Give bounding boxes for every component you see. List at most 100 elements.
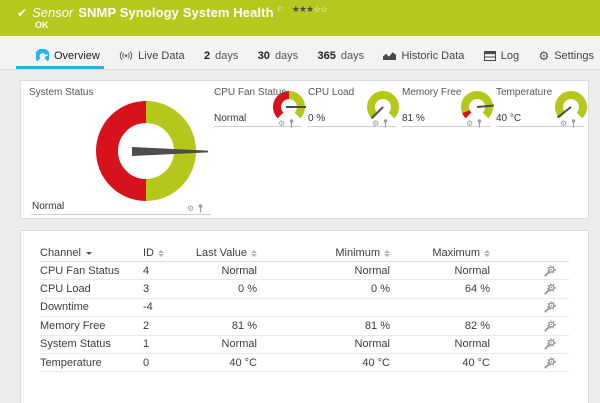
star-icon[interactable]: ★ bbox=[298, 4, 307, 14]
channels-table-header: Channel ID Last Value Minimum Maximum bbox=[40, 245, 569, 262]
sensor-tab-bar: Overview Live Data 2 days 30 days 365 bbox=[0, 36, 600, 70]
edit-channel-icon[interactable] bbox=[544, 320, 556, 332]
column-header-channel[interactable]: Channel bbox=[40, 247, 143, 259]
tab-log[interactable]: Log bbox=[483, 42, 519, 69]
sort-desc-icon bbox=[85, 251, 92, 255]
pin-icon[interactable] bbox=[383, 119, 388, 128]
channel-id: 3 bbox=[143, 283, 150, 296]
edit-channel-icon[interactable] bbox=[544, 283, 556, 295]
edit-channel-icon[interactable] bbox=[544, 338, 556, 350]
sort-icon bbox=[384, 249, 390, 257]
gear-icon[interactable]: ⚙ bbox=[278, 118, 286, 128]
gauge-value-cpu-load: 0 % bbox=[308, 113, 326, 124]
flag-icon[interactable]: ⚐ bbox=[276, 5, 284, 14]
channel-last-value: 40 °C bbox=[229, 356, 257, 369]
channel-maximum: 64 % bbox=[464, 283, 490, 296]
gauge-value-memory-free: 81 % bbox=[402, 113, 425, 124]
tab-30-days[interactable]: 30 days bbox=[257, 49, 299, 62]
channel-id: 0 bbox=[143, 356, 150, 369]
channel-maximum: 40 °C bbox=[462, 356, 490, 369]
edit-channel-icon[interactable] bbox=[544, 301, 556, 313]
channel-id: 4 bbox=[143, 264, 150, 277]
gauge-actions-cpu-load: ⚙ bbox=[372, 119, 388, 128]
channel-last-value: 81 % bbox=[231, 319, 257, 332]
star-icon[interactable]: ★ bbox=[291, 4, 300, 14]
sort-icon bbox=[158, 249, 164, 257]
gear-icon[interactable]: ⚙ bbox=[466, 118, 474, 128]
channel-name: Memory Free bbox=[40, 319, 106, 332]
channel-row: Memory Free 2 81 % 81 % 82 % bbox=[40, 317, 569, 336]
star-icon[interactable]: ☆ bbox=[313, 4, 321, 14]
gauge-icon bbox=[36, 49, 49, 62]
divider bbox=[308, 126, 396, 127]
column-header-maximum[interactable]: Maximum bbox=[390, 247, 490, 259]
pin-icon[interactable] bbox=[198, 204, 203, 213]
gauge-title-cpu-load: CPU Load bbox=[308, 87, 355, 98]
gear-icon[interactable]: ⚙ bbox=[560, 118, 568, 128]
channel-row: Temperature 0 40 °C 40 °C 40 °C bbox=[40, 354, 569, 373]
channel-row: Downtime -4 bbox=[40, 299, 569, 318]
edit-channel-icon[interactable] bbox=[544, 265, 556, 277]
column-header-last-value[interactable]: Last Value bbox=[190, 247, 257, 259]
channel-maximum: Normal bbox=[454, 264, 490, 277]
tab-settings[interactable]: ⚙ Settings bbox=[538, 48, 594, 63]
column-header-id[interactable]: ID bbox=[143, 247, 190, 259]
gear-icon: ⚙ bbox=[538, 48, 550, 63]
sensor-status-header: ✔ Sensor SNMP Synology System Health ⚐ ★… bbox=[0, 0, 600, 36]
gauge-value-temperature: 40 °C bbox=[496, 113, 522, 124]
gauge-actions-cpu-fan: ⚙ bbox=[278, 119, 294, 128]
channel-name: CPU Load bbox=[40, 283, 91, 296]
log-table-icon bbox=[483, 50, 496, 61]
divider bbox=[402, 126, 490, 127]
channel-name: CPU Fan Status bbox=[40, 264, 120, 277]
gear-icon[interactable]: ⚙ bbox=[187, 203, 195, 213]
channel-minimum: Normal bbox=[354, 264, 390, 277]
channel-row: CPU Fan Status 4 Normal Normal Normal bbox=[40, 262, 569, 281]
memory-free-gauge bbox=[461, 91, 495, 119]
sensor-status-text: OK bbox=[35, 20, 49, 30]
gauge-title-system-status: System Status bbox=[29, 87, 94, 98]
channel-minimum: 40 °C bbox=[362, 356, 390, 369]
channel-row: CPU Load 3 0 % 0 % 64 % bbox=[40, 280, 569, 299]
system-status-gauge bbox=[96, 101, 208, 201]
object-kind-label: Sensor bbox=[32, 5, 74, 20]
channel-last-value: 0 % bbox=[238, 283, 257, 296]
channel-minimum: Normal bbox=[354, 338, 390, 351]
channel-row: System Status 1 Normal Normal Normal bbox=[40, 336, 569, 354]
gauge-actions-temperature: ⚙ bbox=[560, 119, 576, 128]
channel-maximum: 82 % bbox=[464, 319, 490, 332]
tab-live-data[interactable]: Live Data bbox=[119, 42, 185, 69]
star-icon[interactable]: ☆ bbox=[320, 4, 328, 14]
sort-icon bbox=[484, 249, 490, 257]
divider bbox=[496, 126, 584, 127]
cpu-load-gauge bbox=[367, 91, 399, 120]
gauge-actions-memory-free: ⚙ bbox=[466, 119, 482, 128]
channel-maximum: Normal bbox=[454, 338, 490, 351]
channel-name: System Status bbox=[40, 338, 111, 351]
channels-table-panel: Channel ID Last Value Minimum Maximum bbox=[20, 230, 589, 403]
gauge-actions-system-status: ⚙ bbox=[187, 204, 203, 213]
sensor-title: SNMP Synology System Health bbox=[78, 5, 274, 20]
gear-icon[interactable]: ⚙ bbox=[372, 118, 380, 128]
tab-365-days[interactable]: 365 days bbox=[317, 49, 365, 62]
channels-table-body: CPU Fan Status 4 Normal Normal Normal CP… bbox=[40, 262, 569, 373]
channel-minimum: 0 % bbox=[371, 283, 390, 296]
column-header-minimum[interactable]: Minimum bbox=[257, 247, 390, 259]
channel-last-value: Normal bbox=[221, 264, 257, 277]
channel-id: 1 bbox=[143, 338, 150, 351]
pin-icon[interactable] bbox=[571, 119, 576, 128]
tab-historic-data[interactable]: Historic Data bbox=[383, 42, 464, 69]
star-icon[interactable]: ★ bbox=[305, 4, 314, 14]
gauge-title-temperature: Temperature bbox=[496, 87, 553, 98]
tab-overview[interactable]: Overview bbox=[16, 42, 104, 69]
edit-channel-icon[interactable] bbox=[544, 356, 556, 369]
pin-icon[interactable] bbox=[289, 119, 294, 128]
tab-2-days[interactable]: 2 days bbox=[203, 49, 239, 62]
rating-stars[interactable]: ★★★☆☆ bbox=[291, 4, 328, 14]
temperature-gauge bbox=[555, 91, 587, 119]
channel-last-value: Normal bbox=[221, 338, 257, 351]
channel-name: Downtime bbox=[40, 301, 89, 314]
sort-icon bbox=[251, 249, 257, 257]
pin-icon[interactable] bbox=[477, 119, 482, 128]
